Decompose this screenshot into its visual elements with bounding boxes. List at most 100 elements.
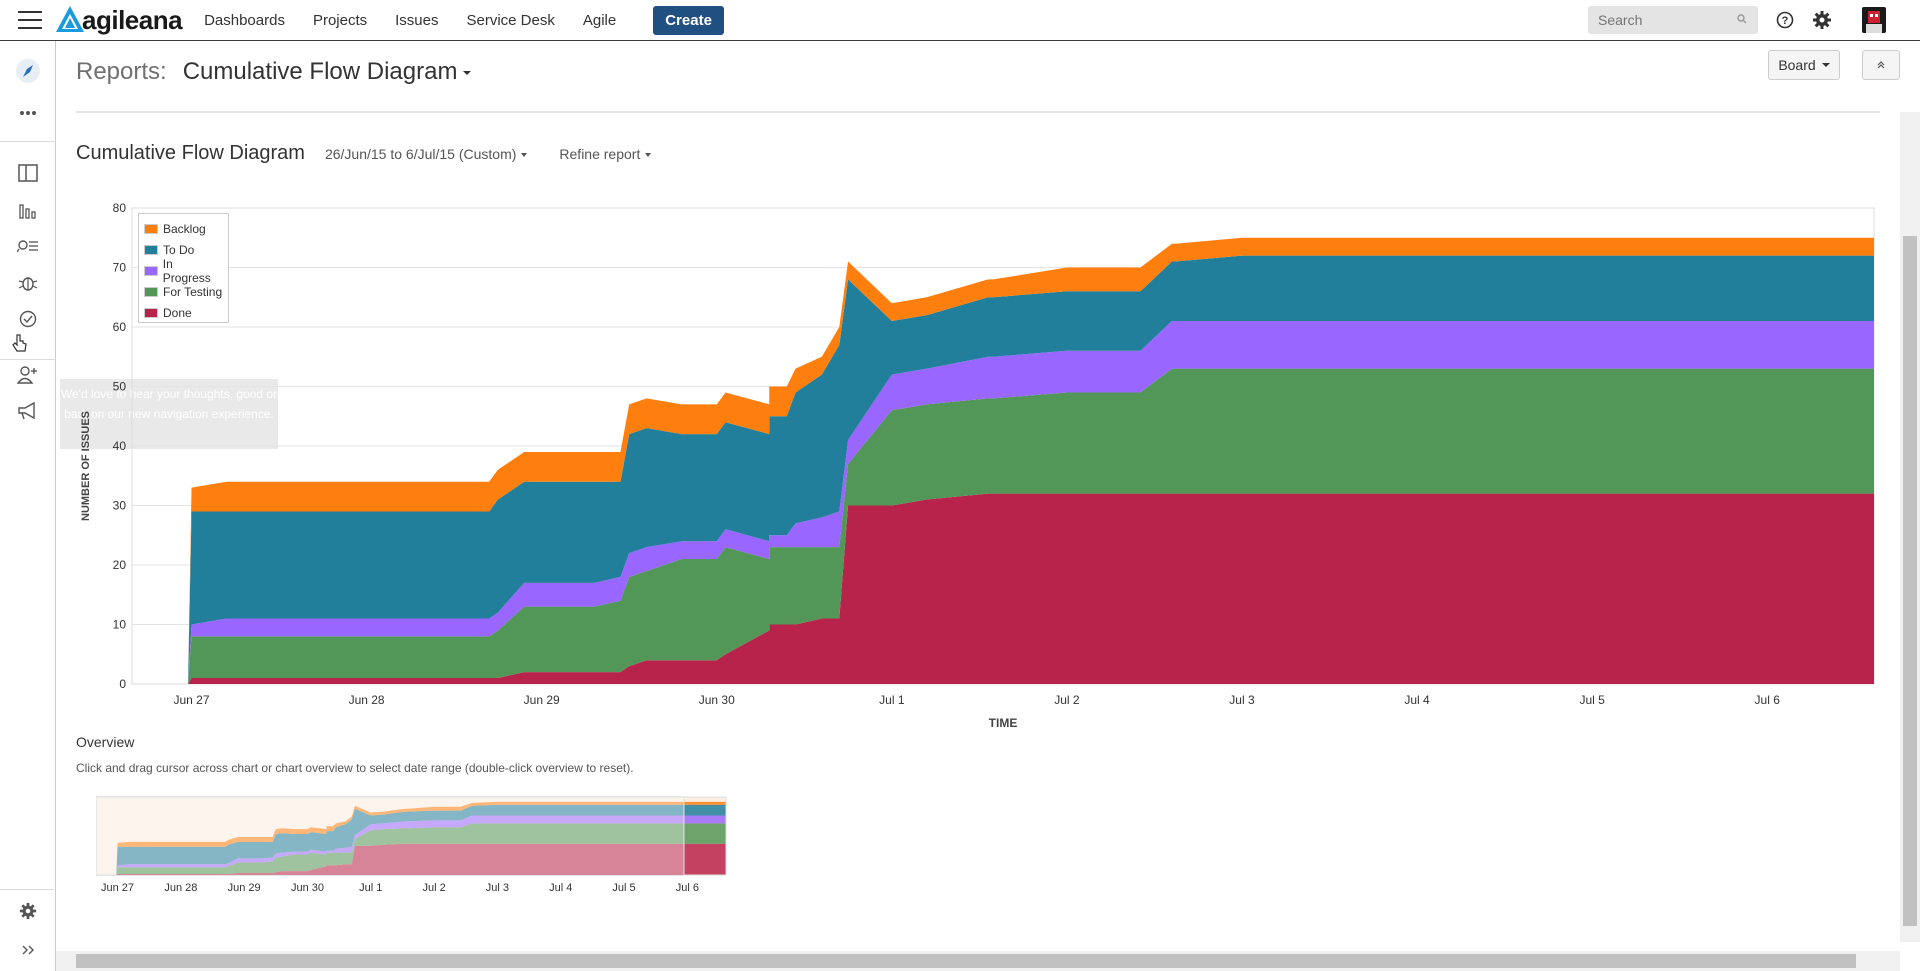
y-tick-label: 30 xyxy=(113,499,127,513)
x-tick-label: Jul 5 xyxy=(1579,693,1605,707)
settings-gear-icon[interactable] xyxy=(1812,10,1832,30)
series-area-in-progress[interactable] xyxy=(132,321,1874,684)
logo-mark-icon xyxy=(56,6,84,32)
legend-swatch xyxy=(144,223,158,234)
board-button[interactable]: Board xyxy=(1768,50,1840,80)
collapse-header-button[interactable] xyxy=(1862,50,1900,80)
series-area-in-progress[interactable] xyxy=(96,815,726,875)
reports-chart-icon[interactable] xyxy=(14,196,42,224)
x-tick-label: Jul 3 xyxy=(486,882,509,894)
board-label: Board xyxy=(1778,57,1816,73)
y-tick-label: 80 xyxy=(113,201,127,215)
menu-icon[interactable] xyxy=(18,11,42,29)
feedback-megaphone-icon[interactable] xyxy=(14,397,42,425)
x-tick-label: Jun 30 xyxy=(699,693,735,707)
nav-dashboards[interactable]: Dashboards xyxy=(204,11,285,29)
x-tick-label: Jul 1 xyxy=(879,693,905,707)
overview-chart[interactable]: Jun 27 Jun 28 Jun 29 Jun 30 Jul 1 Jul 2 Jul 3 J… xyxy=(96,795,728,905)
add-people-icon[interactable] xyxy=(14,361,42,389)
legend-item-todo[interactable]: To Do xyxy=(144,239,223,260)
nav-projects[interactable]: Projects xyxy=(312,11,368,29)
logo[interactable]: agileana xyxy=(54,0,183,41)
date-range-label: 26/Jun/15 to 6/Jul/15 (Custom) xyxy=(324,146,517,162)
y-tick-label: 60 xyxy=(113,320,127,334)
hand-cursor-icon xyxy=(6,330,34,358)
series-area-to-do[interactable] xyxy=(96,804,726,875)
issue-search-icon[interactable] xyxy=(14,232,42,260)
search-input[interactable] xyxy=(1588,6,1758,34)
more-options-icon[interactable] xyxy=(14,99,42,127)
sidebar-divider xyxy=(0,359,56,360)
nav-agile[interactable]: Agile xyxy=(582,11,617,29)
x-tick-label: Jul 4 xyxy=(549,882,572,894)
search-icon[interactable] xyxy=(1737,14,1747,24)
series-area-for-testing[interactable] xyxy=(96,823,726,875)
board-icon[interactable] xyxy=(14,159,42,187)
svg-text:?: ? xyxy=(1782,15,1789,27)
x-tick-label: Jul 6 xyxy=(676,882,699,894)
overview-help-text: Click and drag cursor across chart or ch… xyxy=(76,761,634,775)
sidebar-settings-gear-icon[interactable] xyxy=(14,897,42,925)
series-area-to-do[interactable] xyxy=(132,255,1874,684)
legend-item-backlog[interactable]: Backlog xyxy=(144,218,223,239)
double-chevron-up-icon xyxy=(1877,61,1885,69)
date-range-selector[interactable]: 26/Jun/15 to 6/Jul/15 (Custom) xyxy=(324,146,528,162)
chart-title: Cumulative Flow Diagram xyxy=(76,142,305,164)
y-tick-label: 50 xyxy=(113,380,127,394)
x-tick-label: Jul 4 xyxy=(1404,693,1430,707)
left-sidebar xyxy=(0,41,56,971)
cumulative-flow-chart[interactable]: Jun 27 Jun 28 Jun 29 Jun 30 Jul 1 Jul 2 Jul 3 J… xyxy=(76,200,1900,740)
legend-swatch xyxy=(144,307,158,318)
legend-label: In Progress xyxy=(162,256,211,285)
main-nav: Dashboards Projects Issues Service Desk … xyxy=(204,12,644,29)
expand-sidebar-icon[interactable] xyxy=(14,936,42,964)
y-axis-label: NUMBER OF ISSUES xyxy=(80,411,92,521)
refine-report-label: Refine report xyxy=(559,146,641,162)
series-area-done[interactable] xyxy=(132,493,1874,684)
series-area-done[interactable] xyxy=(96,843,726,875)
project-avatar-rocket-icon[interactable] xyxy=(14,57,42,85)
legend-swatch xyxy=(144,244,158,255)
x-tick-label: Jun 29 xyxy=(228,882,261,894)
x-tick-label: Jul 2 xyxy=(422,882,445,894)
x-tick-label: Jul 1 xyxy=(359,882,382,894)
y-tick-label: 20 xyxy=(113,558,127,572)
nav-service-desk[interactable]: Service Desk xyxy=(466,11,555,29)
x-tick-label: Jun 27 xyxy=(101,882,134,894)
vertical-scrollbar-thumb[interactable] xyxy=(1903,236,1917,926)
legend-item-for-testing[interactable]: For Testing xyxy=(144,281,223,302)
series-area-for-testing[interactable] xyxy=(132,368,1874,684)
chevron-down-icon xyxy=(645,153,652,158)
refine-report-dropdown[interactable]: Refine report xyxy=(559,146,652,162)
logo-text: agileana xyxy=(82,4,183,35)
legend-item-done[interactable]: Done xyxy=(144,302,223,323)
header-divider xyxy=(76,111,1880,113)
releases-icon[interactable] xyxy=(14,305,42,333)
legend-label: Backlog xyxy=(163,221,206,236)
overview-selection-handle[interactable] xyxy=(683,796,727,876)
avatar[interactable] xyxy=(1862,7,1886,33)
create-button[interactable]: Create xyxy=(653,5,724,35)
navigation-feedback-tooltip: We'd love to hear your thoughts, good or… xyxy=(60,379,278,449)
chevron-down-icon xyxy=(1821,63,1830,67)
chart-legend: Backlog To Do In Progress For Testing Do… xyxy=(138,213,229,323)
sidebar-divider xyxy=(0,141,56,142)
x-tick-label: Jun 30 xyxy=(291,882,324,894)
y-tick-label: 10 xyxy=(113,618,127,632)
x-tick-label: Jul 6 xyxy=(1755,693,1781,707)
nav-issues[interactable]: Issues xyxy=(395,11,439,29)
bug-icon[interactable] xyxy=(14,269,42,297)
y-tick-label: 70 xyxy=(113,261,127,275)
help-icon[interactable]: ? xyxy=(1776,11,1794,29)
horizontal-scrollbar-thumb[interactable] xyxy=(76,954,1856,968)
x-tick-label: Jun 28 xyxy=(349,693,385,707)
legend-item-in-progress[interactable]: In Progress xyxy=(144,257,223,285)
legend-label: Done xyxy=(163,305,192,320)
x-tick-label: Jun 28 xyxy=(164,882,197,894)
x-tick-label: Jul 3 xyxy=(1229,693,1255,707)
report-selector[interactable]: Cumulative Flow Diagram xyxy=(183,58,472,86)
reports-label: Reports: xyxy=(76,58,167,85)
legend-label: To Do xyxy=(163,242,195,257)
chevron-down-icon xyxy=(521,153,528,158)
x-tick-label: Jul 2 xyxy=(1054,693,1080,707)
